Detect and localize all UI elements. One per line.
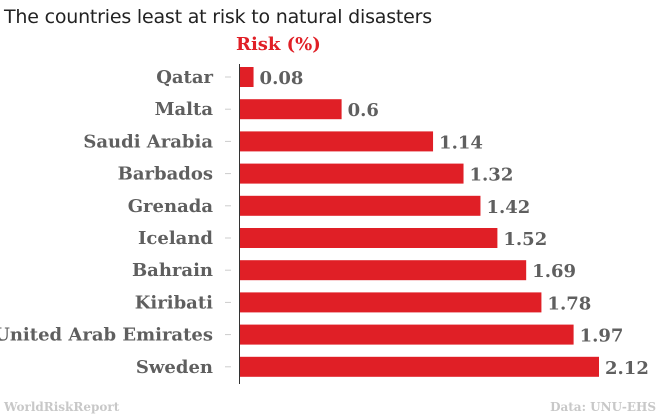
value-label: 1.14	[439, 132, 483, 153]
category-label: United Arab Emirates	[0, 325, 213, 346]
bar	[240, 292, 542, 313]
value-label: 1.78	[547, 293, 591, 314]
category-label: Bahrain	[132, 260, 213, 281]
bar	[240, 195, 481, 216]
footer-source-right: Data: UNU-EHS	[550, 400, 656, 414]
value-label: 2.12	[605, 358, 649, 379]
bar	[240, 99, 342, 120]
category-label: Sweden	[136, 357, 213, 378]
category-label: Saudi Arabia	[83, 131, 213, 152]
bar	[240, 163, 464, 184]
bar	[240, 131, 434, 152]
value-label: 1.69	[532, 261, 576, 282]
category-label: Qatar	[156, 67, 213, 88]
bar	[240, 67, 254, 87]
chart-title: The countries least at risk to natural d…	[4, 6, 432, 28]
category-label: Kiribati	[135, 292, 213, 313]
bar	[240, 356, 599, 377]
category-label: Malta	[155, 99, 214, 120]
value-label: 1.97	[580, 326, 624, 347]
bar	[240, 260, 527, 281]
category-label: Iceland	[138, 228, 213, 249]
value-label: 0.08	[260, 68, 304, 89]
value-label: 1.42	[486, 197, 530, 218]
bar	[240, 228, 498, 248]
value-label: 1.32	[470, 165, 514, 186]
footer-source-left: WorldRiskReport	[4, 400, 120, 414]
series-label: Risk (%)	[236, 34, 321, 55]
category-label: Barbados	[118, 164, 213, 185]
value-label: 0.6	[348, 100, 379, 121]
bar	[240, 324, 574, 345]
category-label: Grenada	[128, 196, 214, 217]
value-label: 1.52	[503, 229, 547, 250]
